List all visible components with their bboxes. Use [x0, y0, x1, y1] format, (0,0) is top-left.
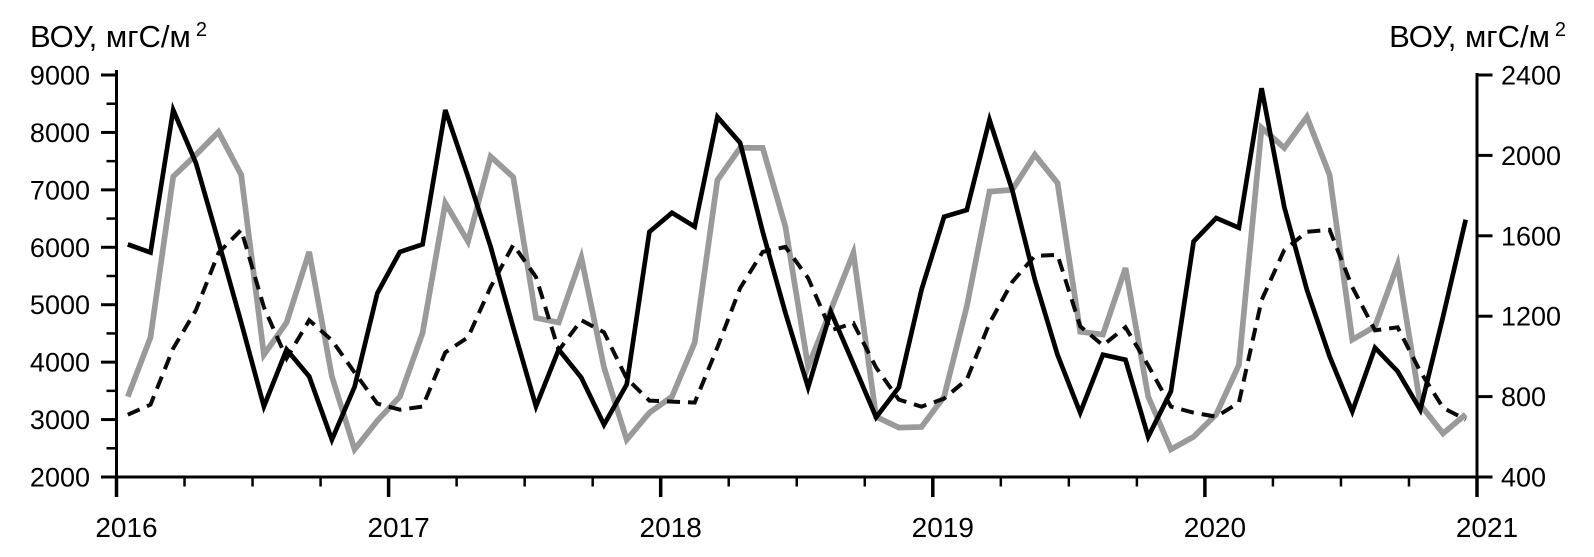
left-axis-title: ВОУ, мгС/м 2 — [30, 19, 207, 54]
left-axis-ticks: 2000 3000 4000 5000 6000 7000 8000 9000 — [30, 61, 117, 493]
left-tick-label: 3000 — [30, 405, 90, 435]
x-year-label: 2020 — [1184, 512, 1246, 543]
series-line-gray-solid — [125, 111, 1468, 456]
right-tick-label: 1200 — [1501, 302, 1561, 332]
series-line-black-dashed — [126, 225, 1467, 422]
series-line-black-solid — [127, 87, 1468, 447]
right-tick-label: 800 — [1501, 382, 1546, 412]
right-tick-label: 2000 — [1501, 141, 1561, 171]
right-axis-title: ВОУ, мгС/м 2 — [1389, 19, 1566, 54]
left-tick-label: 4000 — [30, 348, 90, 378]
x-axis-ticks: 2016 2017 2018 2019 2020 2021 — [95, 477, 1518, 543]
right-tick-label: 2400 — [1501, 61, 1561, 91]
x-year-label: 2017 — [367, 512, 429, 543]
data-series — [125, 87, 1468, 456]
right-axis-ticks: 400 800 1200 1600 2000 2400 — [1477, 61, 1561, 493]
x-year-label: 2021 — [1456, 512, 1518, 543]
x-year-label: 2019 — [912, 512, 974, 543]
left-tick-label: 7000 — [30, 175, 90, 205]
left-tick-label: 8000 — [30, 118, 90, 148]
left-tick-label: 6000 — [30, 233, 90, 263]
right-tick-label: 400 — [1501, 463, 1546, 493]
left-tick-label: 9000 — [30, 61, 90, 91]
left-tick-label: 5000 — [30, 290, 90, 320]
left-tick-label: 2000 — [30, 463, 90, 493]
x-year-label: 2016 — [95, 512, 157, 543]
x-year-label: 2018 — [640, 512, 702, 543]
right-tick-label: 1600 — [1501, 221, 1561, 251]
